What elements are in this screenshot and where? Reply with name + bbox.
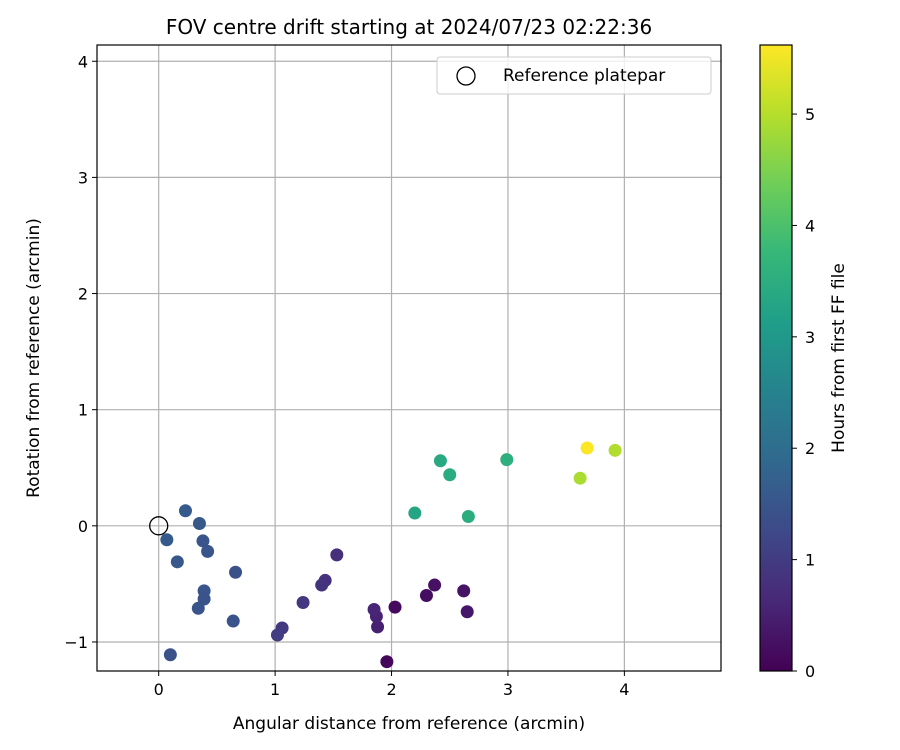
scatter-point bbox=[443, 468, 457, 482]
colorbar-tick-label: 2 bbox=[805, 439, 815, 458]
colorbar bbox=[760, 45, 792, 671]
scatter-point bbox=[608, 443, 622, 457]
scatter-point bbox=[371, 620, 385, 634]
scatter-point bbox=[163, 648, 177, 662]
scatter-point bbox=[460, 605, 474, 619]
colorbar-tick-label: 3 bbox=[805, 328, 815, 347]
y-tick-label: 3 bbox=[78, 168, 88, 187]
scatter-point bbox=[178, 504, 192, 518]
colorbar-label: Hours from first FF file bbox=[829, 263, 849, 453]
scatter-point bbox=[160, 533, 174, 547]
scatter-point bbox=[461, 510, 475, 524]
colorbar-ticks: 0 1 2 3 4 5 bbox=[792, 105, 815, 681]
scatter-point bbox=[270, 628, 284, 642]
scatter-point bbox=[367, 602, 381, 616]
y-axis-ticks: −1 0 1 2 3 4 bbox=[64, 52, 97, 652]
legend-entry-reference: Reference platepar bbox=[503, 66, 665, 86]
x-axis-label: Angular distance from reference (arcmin) bbox=[233, 714, 585, 734]
scatter-point bbox=[201, 544, 215, 558]
scatter-point bbox=[433, 454, 447, 468]
y-tick-label: 2 bbox=[78, 285, 88, 304]
x-tick-label: 0 bbox=[154, 680, 164, 699]
reference-platepar-marker bbox=[149, 516, 169, 536]
scatter-point bbox=[197, 592, 211, 606]
scatter-point bbox=[580, 441, 594, 455]
scatter-point bbox=[330, 548, 344, 562]
scatter-point bbox=[457, 584, 471, 598]
colorbar-tick-label: 1 bbox=[805, 551, 815, 570]
scatter-point bbox=[315, 578, 329, 592]
plot-frame bbox=[96, 44, 722, 672]
colorbar-tick-label: 5 bbox=[805, 105, 815, 124]
scatter-point bbox=[196, 534, 210, 548]
legend-marker-reference bbox=[456, 66, 476, 86]
chart-title: FOV centre drift starting at 2024/07/23 … bbox=[166, 15, 652, 39]
scatter-point bbox=[573, 471, 587, 485]
x-tick-label: 2 bbox=[386, 680, 396, 699]
legend: Reference platepar bbox=[436, 56, 712, 95]
scatter-point bbox=[419, 589, 433, 603]
y-tick-label: −1 bbox=[64, 633, 88, 652]
x-tick-label: 3 bbox=[503, 680, 513, 699]
x-tick-label: 1 bbox=[270, 680, 280, 699]
reference-layer bbox=[149, 516, 169, 536]
data-points bbox=[160, 441, 622, 669]
scatter-point bbox=[170, 555, 184, 569]
scatter-point bbox=[380, 655, 394, 669]
colorbar-tick-label: 4 bbox=[805, 216, 815, 235]
colorbar-frame bbox=[759, 44, 793, 672]
x-tick-label: 4 bbox=[619, 680, 629, 699]
scatter-point bbox=[296, 595, 310, 609]
x-axis-ticks: 0 1 2 3 4 bbox=[154, 671, 629, 699]
scatter-point bbox=[388, 600, 402, 614]
y-tick-label: 4 bbox=[78, 52, 88, 71]
scatter-point bbox=[226, 614, 240, 628]
y-tick-label: 0 bbox=[78, 517, 88, 536]
scatter-point bbox=[500, 453, 514, 467]
scatter-point bbox=[192, 517, 206, 531]
legend-box bbox=[436, 56, 712, 95]
scatter-point bbox=[428, 578, 442, 592]
y-tick-label: 1 bbox=[78, 401, 88, 420]
scatter-point bbox=[229, 565, 243, 579]
scatter-point bbox=[408, 506, 422, 520]
scatter-point bbox=[191, 601, 205, 615]
colorbar-tick-label: 0 bbox=[805, 662, 815, 681]
y-axis-label: Rotation from reference (arcmin) bbox=[24, 218, 44, 498]
